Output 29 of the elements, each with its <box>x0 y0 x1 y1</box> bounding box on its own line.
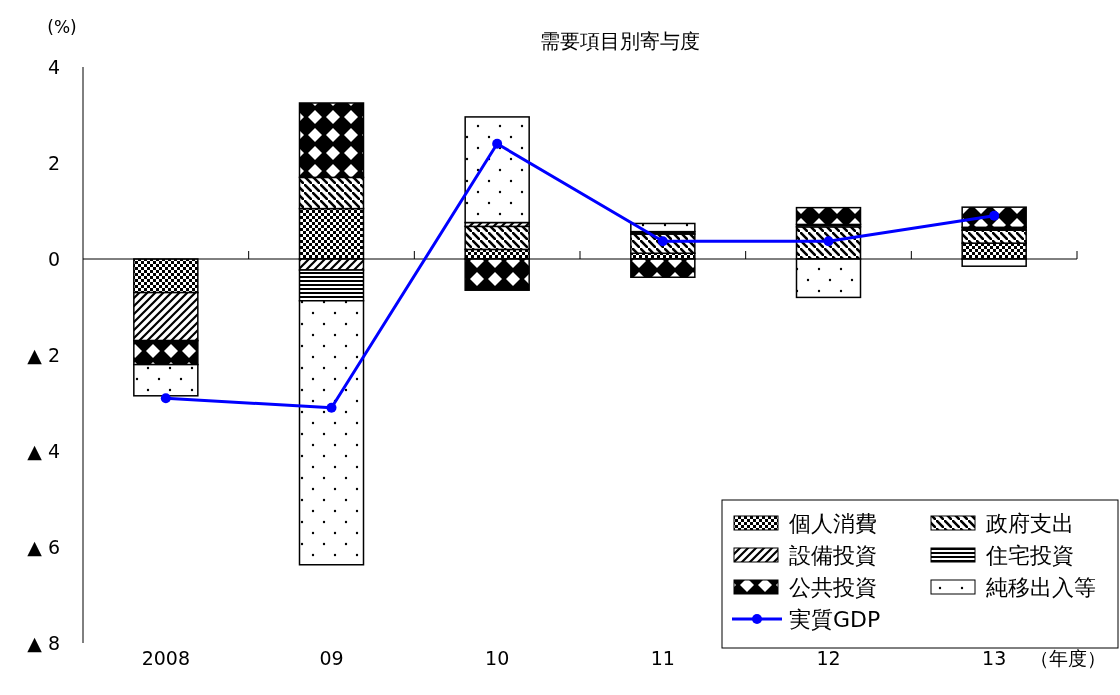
point <box>326 402 337 413</box>
x-tick-label: 2008 <box>141 647 191 669</box>
y-tick-label: ▲ 2 <box>27 344 60 366</box>
x-tick-label: 10 <box>485 647 510 669</box>
y-tick-label: 0 <box>47 248 60 270</box>
y-tick-label: ▲ 4 <box>27 440 60 462</box>
point <box>657 236 668 247</box>
legend-label: 純移出入等 <box>986 575 1096 600</box>
legend-label: 個人消費 <box>789 511 877 536</box>
x-tick-label: 13 <box>982 647 1007 669</box>
y-tick-label: 2 <box>47 152 60 174</box>
legend-label: 住宅投資 <box>985 543 1074 568</box>
point <box>492 138 503 149</box>
y-tick-label: 4 <box>47 56 60 78</box>
point <box>823 236 834 247</box>
x-tick-label: 11 <box>650 647 675 669</box>
x-tick-label: 09 <box>319 647 344 669</box>
legend-label: 公共投資 <box>789 575 877 600</box>
y-tick-label: ▲ 6 <box>27 536 60 558</box>
point <box>989 210 1000 221</box>
x-tick-label: 12 <box>816 647 841 669</box>
legend-label: 実質GDP <box>789 607 881 632</box>
x-axis-title: （年度） <box>1030 647 1106 669</box>
y-axis-title: (%) <box>47 17 77 37</box>
point <box>160 393 171 404</box>
chart-title: 需要項目別寄与度 <box>540 29 700 53</box>
legend-label: 設備投資 <box>789 543 877 568</box>
legend-label: 政府支出 <box>986 511 1074 536</box>
y-tick-label: ▲ 8 <box>27 632 60 654</box>
